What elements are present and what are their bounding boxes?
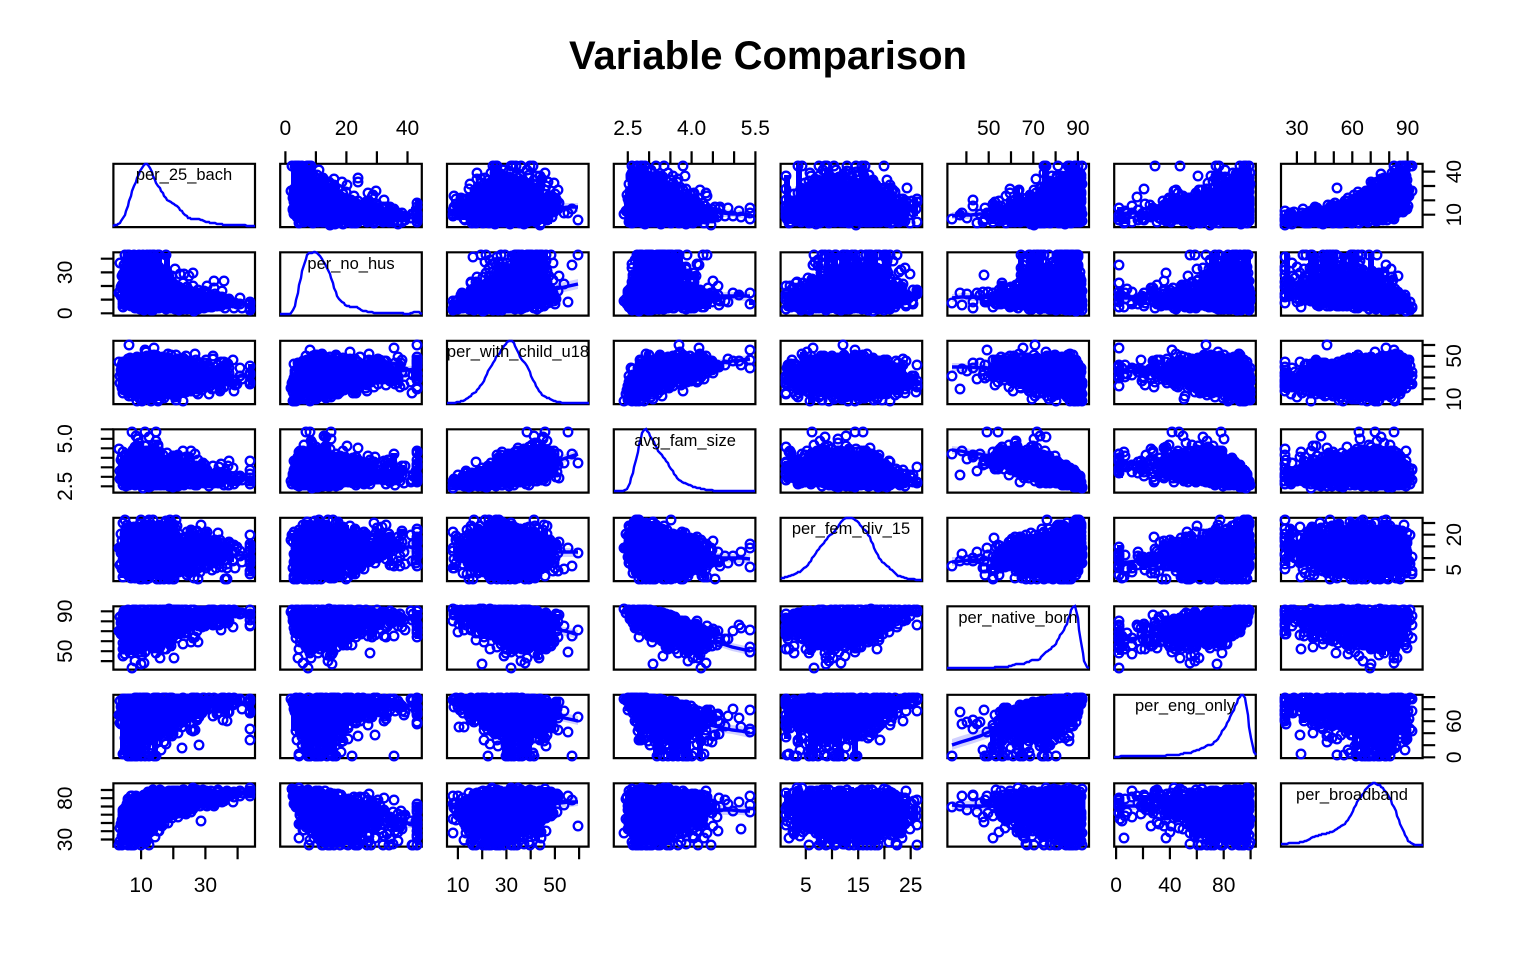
- svg-text:25: 25: [899, 874, 922, 897]
- svg-text:0: 0: [54, 307, 77, 319]
- svg-text:4.0: 4.0: [677, 117, 706, 140]
- svg-text:40: 40: [1443, 160, 1466, 183]
- svg-text:per_25_bach: per_25_bach: [136, 166, 232, 184]
- svg-text:30: 30: [194, 874, 217, 897]
- svg-text:40: 40: [396, 117, 419, 140]
- svg-text:60: 60: [1443, 710, 1466, 733]
- svg-text:5.5: 5.5: [741, 117, 770, 140]
- svg-text:50: 50: [543, 874, 566, 897]
- svg-text:2.5: 2.5: [613, 117, 642, 140]
- svg-text:90: 90: [54, 600, 77, 623]
- svg-text:80: 80: [54, 787, 77, 810]
- svg-text:5.0: 5.0: [54, 424, 77, 453]
- svg-text:10: 10: [1443, 203, 1466, 226]
- svg-text:50: 50: [54, 640, 77, 663]
- svg-text:60: 60: [1341, 117, 1364, 140]
- svg-text:20: 20: [335, 117, 358, 140]
- svg-text:Variable Comparison: Variable Comparison: [569, 34, 967, 78]
- svg-text:40: 40: [1158, 874, 1181, 897]
- svg-text:20: 20: [1443, 523, 1466, 546]
- svg-text:5: 5: [800, 874, 812, 897]
- svg-text:30: 30: [1285, 117, 1308, 140]
- svg-text:90: 90: [1396, 117, 1419, 140]
- svg-text:0: 0: [1443, 751, 1466, 763]
- svg-text:5: 5: [1443, 564, 1466, 576]
- svg-text:50: 50: [977, 117, 1000, 140]
- svg-text:10: 10: [446, 874, 469, 897]
- svg-text:50: 50: [1443, 344, 1466, 367]
- svg-text:0: 0: [1110, 874, 1122, 897]
- svg-text:70: 70: [1022, 117, 1045, 140]
- svg-text:15: 15: [847, 874, 870, 897]
- svg-text:30: 30: [54, 828, 77, 851]
- svg-text:30: 30: [495, 874, 518, 897]
- svg-text:0: 0: [280, 117, 292, 140]
- svg-text:80: 80: [1212, 874, 1235, 897]
- svg-text:per_no_hus: per_no_hus: [307, 255, 394, 273]
- svg-text:10: 10: [1443, 388, 1466, 411]
- svg-text:per_with_child_u18: per_with_child_u18: [447, 343, 589, 361]
- svg-text:2.5: 2.5: [54, 472, 77, 501]
- svg-text:10: 10: [129, 874, 152, 897]
- svg-text:90: 90: [1066, 117, 1089, 140]
- svg-text:30: 30: [54, 261, 77, 284]
